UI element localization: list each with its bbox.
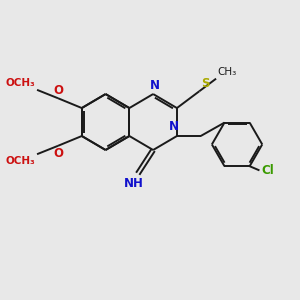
Text: O: O [54,84,64,97]
Text: Cl: Cl [262,164,275,177]
Text: N: N [149,79,160,92]
Text: O: O [54,147,64,160]
Text: N: N [169,120,179,133]
Text: OCH₃: OCH₃ [5,78,35,88]
Text: OCH₃: OCH₃ [5,156,35,166]
Text: CH₃: CH₃ [218,67,237,77]
Text: S: S [202,77,210,90]
Text: NH: NH [124,177,143,190]
